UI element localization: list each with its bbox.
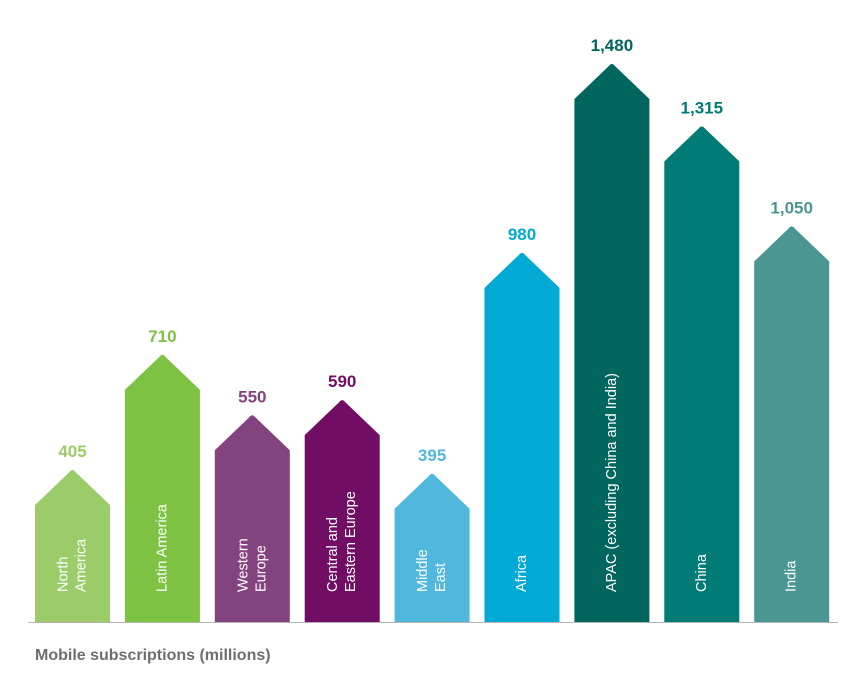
- category-label-0: North America: [56, 538, 90, 592]
- category-label-6: APAC (excluding China and India): [604, 373, 620, 592]
- category-label-2: Western Europe: [235, 538, 269, 592]
- bar-1: [124, 354, 200, 622]
- category-label-8: India: [784, 560, 800, 592]
- category-label-4: Middle East: [415, 549, 449, 592]
- value-label-2: 550: [238, 387, 266, 406]
- bar-8: [754, 226, 830, 622]
- value-label-7: 1,315: [681, 98, 724, 117]
- category-label-line: China: [694, 553, 710, 592]
- bars-group: [35, 64, 830, 622]
- bar-4: [394, 473, 470, 622]
- category-label-5: Africa: [514, 554, 530, 592]
- category-label-line: APAC (excluding China and India): [604, 373, 620, 592]
- value-label-6: 1,480: [591, 36, 634, 55]
- value-label-0: 405: [58, 442, 86, 461]
- bar-3: [304, 400, 380, 622]
- category-label-line: India: [784, 560, 800, 592]
- category-label-7: China: [694, 553, 710, 592]
- category-label-line: America: [74, 538, 90, 592]
- category-label-line: Central and: [325, 517, 341, 592]
- value-labels-group: 405 710 550 590 395 980 1,480 1,315 1,050: [58, 36, 813, 465]
- category-label-line: Europe: [253, 545, 269, 592]
- value-label-4: 395: [418, 446, 446, 465]
- category-label-3: Central and Eastern Europe: [325, 491, 359, 592]
- category-label-line: East: [433, 563, 449, 592]
- bar-0: [35, 470, 110, 622]
- value-label-3: 590: [328, 372, 356, 391]
- category-labels-group: North America Latin America Western Europe Ce…: [56, 373, 800, 592]
- category-label-line: North: [56, 557, 72, 592]
- category-label-line: Latin America: [154, 503, 170, 592]
- bar-7: [664, 126, 740, 622]
- chart-caption: Mobile subscriptions (millions): [35, 647, 271, 664]
- bar-6: [574, 64, 650, 622]
- value-label-8: 1,050: [770, 198, 813, 217]
- category-label-line: Eastern Europe: [343, 491, 359, 592]
- category-label-line: Western: [235, 538, 251, 592]
- category-label-line: Middle: [415, 549, 431, 592]
- value-label-1: 710: [148, 327, 176, 346]
- category-label-1: Latin America: [154, 503, 170, 592]
- category-label-line: Africa: [514, 554, 530, 592]
- value-label-5: 980: [508, 225, 536, 244]
- bar-2: [214, 415, 290, 622]
- bar-5: [484, 252, 560, 622]
